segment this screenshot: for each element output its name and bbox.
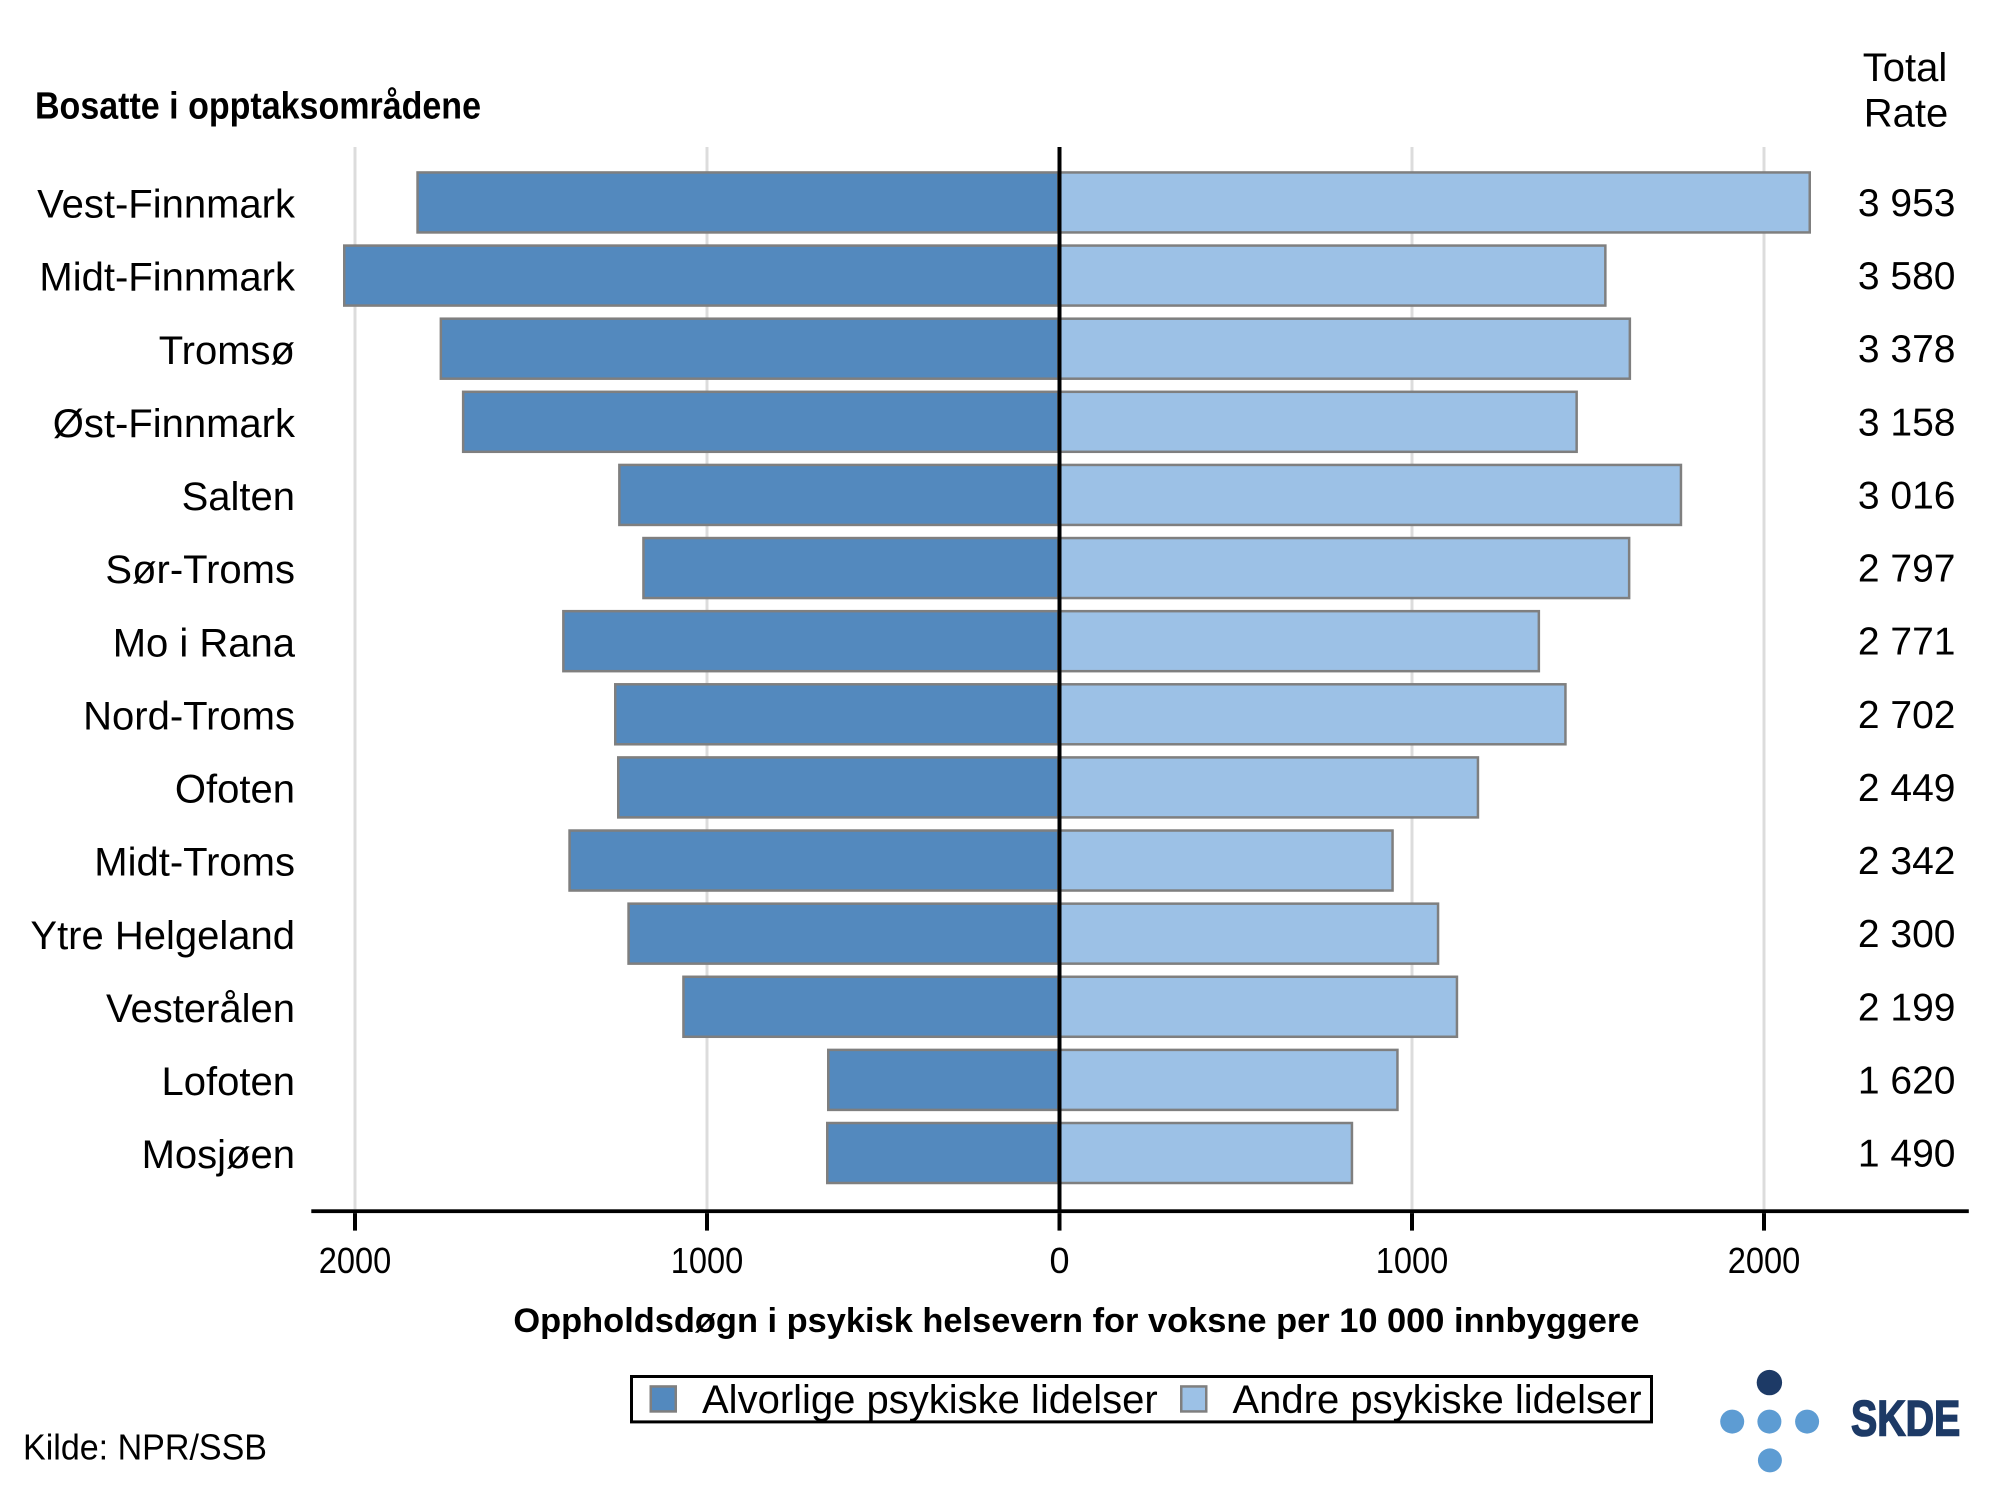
svg-text:Bosatte i opptaksområdene: Bosatte i opptaksområdene — [35, 86, 481, 128]
svg-text:Vest-Finnmark: Vest-Finnmark — [37, 183, 296, 227]
svg-text:2 199: 2 199 — [1858, 986, 1956, 1029]
svg-text:Salten: Salten — [182, 475, 295, 519]
svg-text:3 016: 3 016 — [1858, 474, 1956, 517]
svg-text:Midt-Finnmark: Midt-Finnmark — [39, 256, 296, 300]
svg-text:Kilde: NPR/SSB: Kilde: NPR/SSB — [23, 1427, 267, 1468]
svg-text:Vesterålen: Vesterålen — [106, 987, 295, 1031]
svg-text:1 490: 1 490 — [1858, 1133, 1956, 1176]
svg-text:2000: 2000 — [1728, 1240, 1801, 1281]
svg-text:3 580: 3 580 — [1858, 255, 1956, 298]
svg-text:3 378: 3 378 — [1858, 328, 1956, 371]
svg-text:2 702: 2 702 — [1858, 694, 1956, 737]
svg-text:0: 0 — [1049, 1240, 1069, 1281]
svg-text:Mosjøen: Mosjøen — [142, 1133, 295, 1177]
svg-text:3 158: 3 158 — [1858, 401, 1956, 444]
svg-text:1000: 1000 — [671, 1240, 744, 1281]
svg-text:Total: Total — [1863, 46, 1948, 90]
svg-text:1 620: 1 620 — [1858, 1059, 1956, 1102]
svg-text:2000: 2000 — [319, 1240, 392, 1281]
svg-text:Tromsø: Tromsø — [159, 329, 295, 373]
svg-text:Oppholdsdøgn i psykisk helseve: Oppholdsdøgn i psykisk helsevern for vok… — [513, 1302, 1639, 1340]
svg-text:Ytre Helgeland: Ytre Helgeland — [30, 914, 295, 958]
svg-text:Lofoten: Lofoten — [162, 1060, 295, 1104]
svg-text:SKDE: SKDE — [1851, 1390, 1960, 1446]
svg-text:Midt-Troms: Midt-Troms — [94, 841, 295, 885]
svg-text:Nord-Troms: Nord-Troms — [83, 694, 295, 738]
svg-text:Andre psykiske lidelser: Andre psykiske lidelser — [1233, 1378, 1642, 1422]
svg-text:Rate: Rate — [1864, 92, 1949, 136]
svg-text:2 771: 2 771 — [1858, 621, 1956, 664]
svg-text:Mo i Rana: Mo i Rana — [113, 621, 296, 665]
svg-text:2 797: 2 797 — [1858, 548, 1956, 591]
svg-text:Ofoten: Ofoten — [175, 768, 295, 812]
svg-text:3 953: 3 953 — [1858, 182, 1956, 225]
svg-text:Øst-Finnmark: Øst-Finnmark — [53, 402, 296, 446]
svg-text:Sør-Troms: Sør-Troms — [105, 548, 295, 592]
svg-text:2 449: 2 449 — [1858, 767, 1956, 810]
svg-text:2 342: 2 342 — [1858, 840, 1956, 883]
svg-text:1000: 1000 — [1376, 1240, 1449, 1281]
svg-text:Alvorlige psykiske lidelser: Alvorlige psykiske lidelser — [702, 1378, 1158, 1422]
svg-text:2 300: 2 300 — [1858, 913, 1956, 956]
